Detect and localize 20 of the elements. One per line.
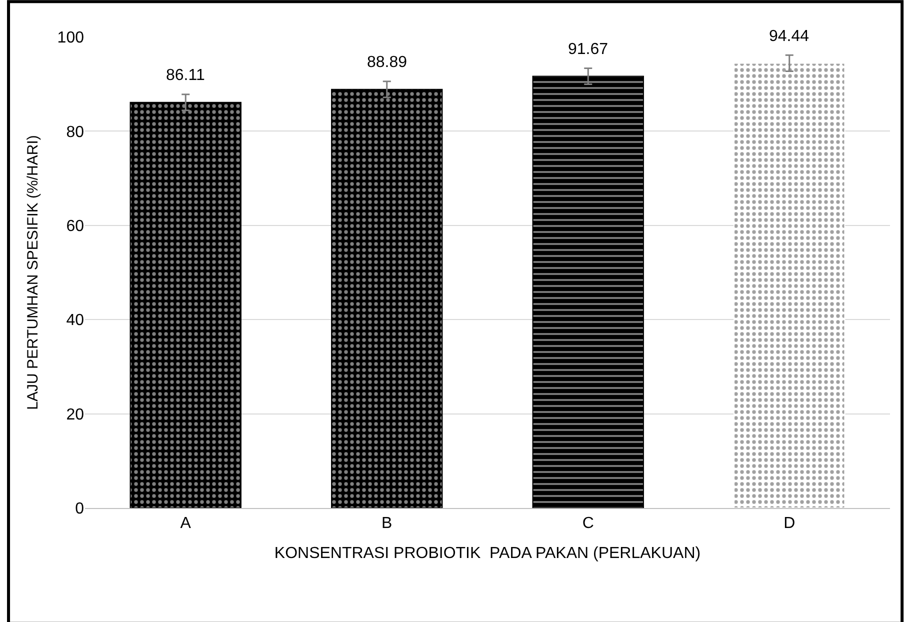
data-label: 91.67 xyxy=(568,41,608,58)
bar xyxy=(532,76,644,508)
data-label: 86.11 xyxy=(166,67,205,84)
data-label: 94.44 xyxy=(769,28,810,45)
x-tick-label: B xyxy=(382,515,392,532)
y-axis-title: LAJU PERTUMHAN SPESIFIK (%/HARI) xyxy=(24,135,42,410)
y-tick-label: 0 xyxy=(75,500,84,518)
x-tick-label: A xyxy=(180,515,192,532)
x-tick-label: D xyxy=(784,515,796,532)
bar xyxy=(130,102,242,508)
y-tick-label: 100 xyxy=(57,30,84,47)
bar xyxy=(734,62,846,508)
x-axis-title: KONSENTRASI PROBIOTIK PADA PAKAN (PERLAKUAN) xyxy=(274,544,701,562)
bar xyxy=(331,88,443,508)
data-label: 88.89 xyxy=(367,54,408,71)
y-tick-label: 80 xyxy=(66,124,84,141)
y-tick-label: 40 xyxy=(66,312,84,330)
x-tick-label: C xyxy=(582,515,594,532)
y-tick-label: 20 xyxy=(66,406,84,424)
y-tick-label: 60 xyxy=(66,218,84,235)
